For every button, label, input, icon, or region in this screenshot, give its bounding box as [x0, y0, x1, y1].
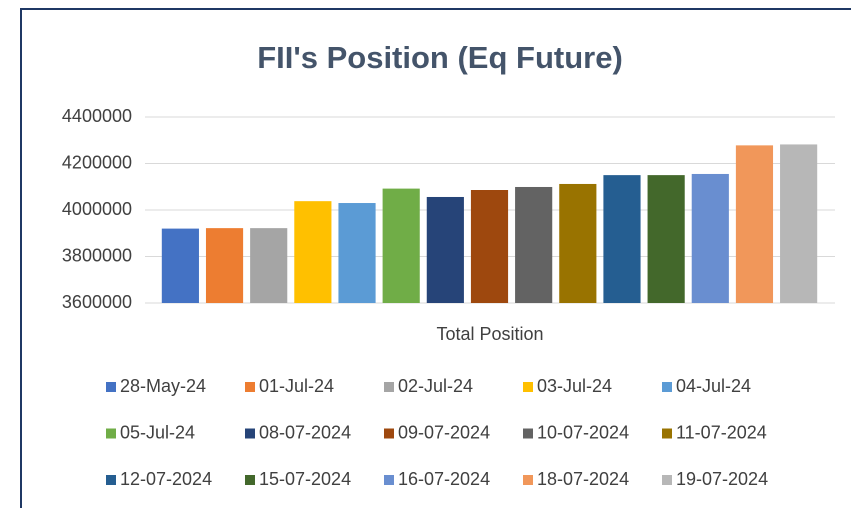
bar — [470, 190, 509, 303]
legend-label: 10-07-2024 — [537, 422, 629, 442]
legend-swatch — [384, 428, 394, 439]
legend-label: 18-07-2024 — [537, 469, 629, 489]
legend-swatch — [662, 475, 672, 485]
legend-label: 12-07-2024 — [120, 469, 212, 489]
y-tick-label: 4400000 — [62, 106, 132, 126]
bar — [161, 228, 199, 303]
legend-label: 02-Jul-24 — [398, 376, 473, 396]
legend-label: 05-Jul-24 — [120, 422, 195, 442]
legend-swatch — [523, 475, 533, 485]
legend-label: 04-Jul-24 — [676, 376, 751, 396]
bar — [735, 145, 774, 303]
bar — [294, 201, 332, 303]
y-tick-label: 4000000 — [62, 199, 132, 219]
y-tick-label: 4200000 — [62, 152, 132, 172]
x-tick-label: Total Position — [436, 324, 543, 344]
bar — [603, 175, 641, 303]
bar — [205, 228, 244, 303]
legend-label: 28-May-24 — [120, 376, 206, 396]
legend-swatch — [245, 382, 255, 392]
bar — [559, 183, 597, 303]
legend-label: 15-07-2024 — [259, 469, 351, 489]
legend-swatch — [245, 475, 255, 485]
legend-swatch — [106, 428, 116, 439]
legend-swatch — [662, 428, 672, 439]
legend-swatch — [106, 382, 116, 392]
legend-label: 11-07-2024 — [676, 422, 767, 442]
bar — [382, 188, 420, 303]
legend-swatch — [662, 382, 672, 392]
legend-swatch — [106, 475, 116, 485]
bar — [515, 186, 553, 303]
bar — [647, 175, 685, 303]
legend-label: 08-07-2024 — [259, 422, 351, 442]
legend-label: 09-07-2024 — [398, 422, 490, 442]
bar — [338, 203, 376, 303]
legend-label: 01-Jul-24 — [259, 376, 334, 396]
legend-swatch — [384, 382, 394, 392]
bar — [691, 173, 729, 303]
legend-label: 16-07-2024 — [398, 469, 490, 489]
bar — [250, 228, 288, 303]
bar — [780, 144, 818, 303]
legend-label: 03-Jul-24 — [537, 376, 612, 396]
legend-swatch — [523, 428, 533, 439]
y-tick-label: 3600000 — [62, 292, 132, 312]
legend-swatch — [384, 475, 394, 485]
y-tick-label: 3800000 — [62, 245, 132, 265]
legend-swatch — [245, 428, 255, 439]
legend-swatch — [523, 382, 533, 392]
bar — [426, 196, 464, 303]
chart-title: FII's Position (Eq Future) — [257, 40, 623, 75]
legend-label: 19-07-2024 — [676, 469, 768, 489]
